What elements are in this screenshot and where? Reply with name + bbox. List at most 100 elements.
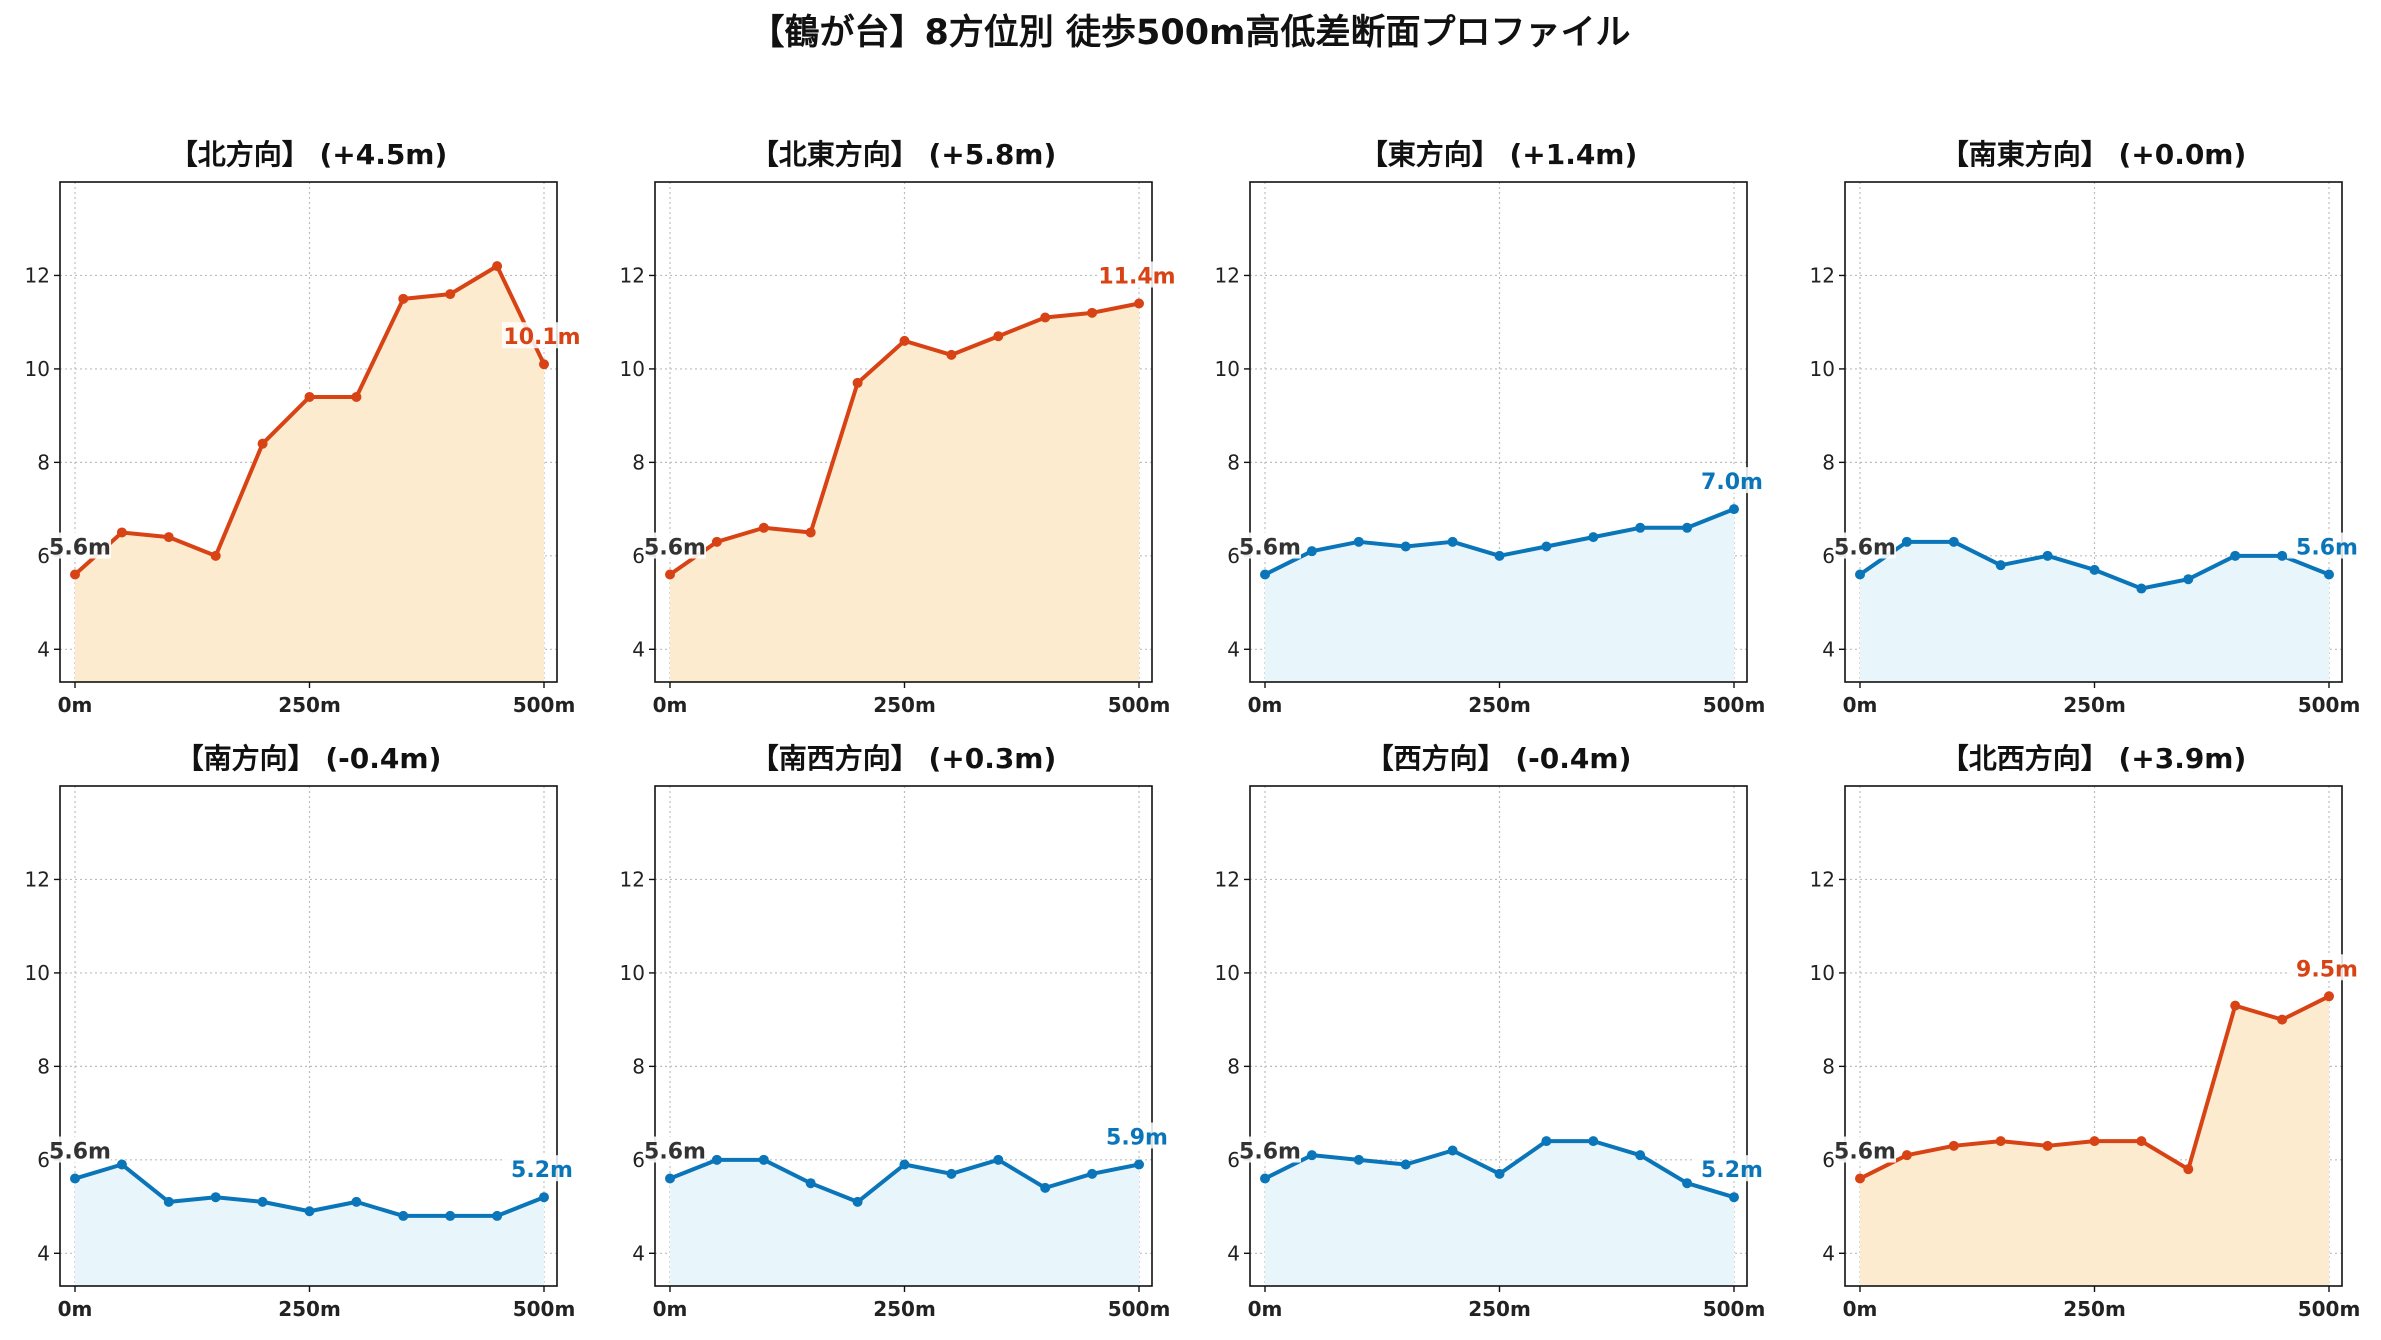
data-point [946,1168,957,1179]
data-point [1948,1140,1959,1151]
data-point [210,550,221,561]
xtick-label: 0m [58,693,93,717]
panel-title: 【南東方向】 (+0.0m) [1941,138,2247,171]
xtick-label: 250m [2063,693,2126,717]
end-value-label: 9.5m [2296,957,2358,982]
area-fill [75,266,544,682]
ytick-label: 12 [25,867,50,891]
data-point [1995,560,2006,571]
start-value-label: 5.6m [644,536,706,561]
data-point [1134,298,1144,309]
data-point [116,1159,127,1170]
data-point [1635,1150,1646,1161]
end-value-label: 11.4m [1098,264,1175,289]
ytick-label: 10 [25,961,50,985]
ytick-label: 8 [1227,450,1240,474]
start-value-label: 5.6m [1834,1140,1896,1165]
data-point [1353,536,1364,547]
panel-7: 【北西方向】 (+3.9m) 4 6 8 10 12 0m 250m 500m 5.6m 9.5m [1810,742,2365,1321]
ytick-label: 8 [1227,1054,1240,1078]
ytick-label: 4 [1822,1241,1835,1265]
end-label-bg [502,1155,580,1182]
end-value-label: 5.6m [2296,536,2358,561]
xtick-label: 500m [1108,693,1171,717]
data-point [539,359,549,370]
ytick-label: 6 [632,544,645,568]
start-label-bg [644,532,706,559]
xtick-label: 250m [1468,1297,1531,1321]
xtick-label: 250m [873,693,936,717]
ytick-label: 10 [1810,357,1835,381]
data-point [492,261,503,272]
ytick-label: 6 [1822,544,1835,568]
data-point [1995,1136,2006,1147]
xtick-label: 250m [1468,693,1531,717]
ytick-label: 6 [37,544,50,568]
xtick-label: 0m [1843,693,1878,717]
area-fill [75,1164,544,1286]
ytick-label: 12 [620,263,645,287]
xtick-label: 500m [513,693,576,717]
data-point [665,569,675,580]
plot-frame [1249,181,1748,683]
start-label-bg [1834,532,1896,559]
panel-title: 【南方向】 (-0.4m) [176,742,442,775]
ytick-label: 8 [37,1054,50,1078]
data-point [492,1210,503,1221]
xtick-label: 0m [1843,1297,1878,1321]
data-point [2183,1164,2194,1175]
data-point [2089,1136,2100,1147]
data-point [2324,569,2334,580]
data-point [2136,1136,2147,1147]
data-point [665,1173,675,1184]
ytick-label: 10 [620,961,645,985]
ytick-label: 8 [1822,1054,1835,1078]
end-value-label: 10.1m [503,325,580,350]
ytick-label: 4 [1227,1241,1240,1265]
data-point [1682,1178,1693,1189]
end-value-label: 5.2m [1701,1158,1763,1183]
xtick-label: 250m [873,1297,936,1321]
data-point [351,1196,362,1207]
start-label-bg [49,532,111,559]
end-label-bg [1692,1155,1770,1182]
data-point [852,377,863,388]
start-value-label: 5.6m [49,536,111,561]
panel-1: 【北東方向】 (+5.8m) 4 6 8 10 12 0m 250m 500m 5.6m 11.4m [620,138,1176,717]
end-label-bg [502,322,580,349]
end-label-bg [2287,954,2365,981]
ytick-label: 4 [632,1241,645,1265]
xtick-label: 0m [58,1297,93,1321]
panel-0: 【北方向】 (+4.5m) 4 6 8 10 12 0m 250m 500m 5.6m 10.1m [25,138,581,717]
data-point [116,527,127,538]
ytick-label: 4 [1227,637,1240,661]
data-point [1447,1145,1458,1156]
data-point [1400,1159,1411,1170]
start-value-label: 5.6m [1834,536,1896,561]
data-point [993,1154,1004,1165]
ytick-label: 6 [1227,1148,1240,1172]
ytick-label: 4 [37,1241,50,1265]
ytick-label: 10 [1810,961,1835,985]
ytick-label: 4 [1822,637,1835,661]
ytick-label: 4 [632,637,645,661]
data-point [2089,564,2100,575]
data-point [163,1196,174,1207]
plot-frame [59,181,558,683]
data-point [1447,536,1458,547]
panel-title: 【西方向】 (-0.4m) [1366,742,1632,775]
xtick-label: 500m [1703,1297,1766,1321]
xtick-label: 250m [278,1297,341,1321]
ytick-label: 12 [620,867,645,891]
data-point [445,289,456,300]
data-point [1635,522,1646,533]
data-point [1948,536,1959,547]
panel-3: 【南東方向】 (+0.0m) 4 6 8 10 12 0m 250m 500m 5.6m 5.6m [1810,138,2365,717]
ytick-label: 8 [632,1054,645,1078]
data-point [2277,550,2288,561]
xtick-label: 0m [653,1297,688,1321]
ytick-label: 12 [1810,263,1835,287]
data-point [539,1192,549,1203]
data-point [398,293,409,304]
